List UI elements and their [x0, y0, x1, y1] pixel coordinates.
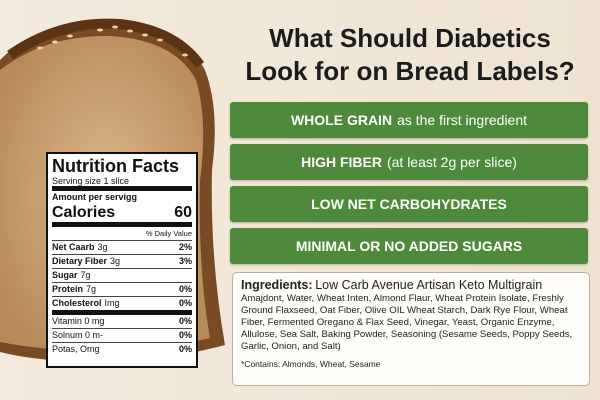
dv-header-text: % Daily Value: [145, 229, 192, 238]
ingredients-box: Ingredients: Low Carb Avenue Artisan Ket…: [232, 272, 590, 386]
nutrient-row: Net Caarb 3g 2%: [52, 240, 192, 254]
nutrient-amount: 7g: [80, 270, 91, 280]
daily-value: 0%: [178, 316, 192, 326]
amount-label: Amount per servigg: [52, 186, 192, 204]
mineral-name: Vitamin 0 mg: [52, 316, 105, 326]
nutrient-amount: Img: [104, 298, 120, 308]
nutrient-amount: 3g: [110, 256, 121, 266]
dv-header: % Daily Value: [52, 222, 192, 240]
tip: LOW NET CARBOHYDRATES: [230, 186, 588, 222]
daily-value: 0%: [178, 344, 192, 354]
tip: MINIMAL OR NO ADDED SUGARS: [230, 228, 588, 264]
nutrient: Protein 7g: [52, 283, 96, 296]
nutrient-name: Protein: [52, 284, 84, 294]
calories-row: Calories 60: [52, 204, 192, 222]
ingredients-list: Amajdont, Water, Wheat Inten, Almond Fla…: [241, 293, 573, 352]
title: What Should Diabetics Look for on Bread …: [230, 22, 590, 88]
mineral-name: Potas, Omg: [52, 344, 100, 354]
daily-value: 0%: [178, 284, 192, 294]
tip-emphasis: HIGH FIBER: [301, 154, 382, 170]
nutrient-row: Dietary Fiber 3g 3%: [52, 254, 192, 268]
nutrient-row: Cholesterol Img 0%: [52, 296, 192, 310]
amount-text: Amount per servigg: [52, 192, 138, 202]
tip: HIGH FIBER (at least 2g per slice): [230, 144, 588, 180]
nutrient: Dietary Fiber 3g: [52, 255, 120, 268]
nutrient-row: Protein 7g 0%: [52, 282, 192, 296]
daily-value: 3%: [178, 256, 192, 266]
calories-label: Calories: [52, 204, 116, 221]
tip: WHOLE GRAIN as the first ingredient: [230, 102, 588, 138]
nutrient: Sugar 7g: [52, 269, 91, 282]
title-line: What Should Diabetics: [269, 23, 551, 53]
ingredients-heading: Ingredients:: [241, 278, 313, 292]
mineral-row: Potas, Omg 0%: [52, 342, 192, 356]
tip-emphasis: MINIMAL OR NO ADDED SUGARS: [295, 238, 523, 254]
tip-text: (at least 2g per slice): [386, 154, 517, 170]
nutrient: Net Caarb 3g: [52, 241, 108, 254]
mineral-row: Vitamin 0 mg 0%: [52, 315, 192, 328]
nutrient-name: Net Caarb: [52, 242, 95, 252]
product-name: Low Carb Avenue Artisan Keto Multigrain: [315, 278, 543, 292]
mineral-name: Solnum 0 m-: [52, 330, 104, 340]
tip-text: as the first ingredient: [397, 112, 528, 128]
daily-value: 0%: [178, 330, 192, 340]
nutrient-amount: 3g: [97, 242, 108, 252]
nutrient-amount: 7g: [86, 284, 97, 294]
allergen-note: *Contains: Almonds, Wheat, Sesame: [241, 359, 381, 369]
nutrient: Cholesterol Img: [52, 297, 120, 310]
nutrient-rows: Net Caarb 3g 2% Dietary Fiber 3g 3% Sugar 7g Pro…: [52, 240, 192, 310]
nutrition-title: Nutrition Facts: [52, 156, 180, 176]
calories-value: 60: [174, 204, 192, 221]
mineral-row: Solnum 0 m- 0%: [52, 328, 192, 342]
daily-value: 0%: [178, 298, 192, 308]
daily-value: 2%: [178, 242, 192, 252]
mineral-rows: Vitamin 0 mg 0% Solnum 0 m- 0% Potas, Omg 0%: [52, 310, 192, 356]
nutrient-name: Cholesterol: [52, 298, 102, 308]
tip-emphasis: WHOLE GRAIN: [290, 112, 393, 128]
tip-emphasis: LOW NET CARBOHYDRATES: [311, 196, 507, 212]
title-line: Look for on Bread Labels?: [245, 56, 575, 86]
nutrient-row: Sugar 7g: [52, 268, 192, 282]
nutrition-label: Nutrition Facts Serving size 1 slice Amo…: [46, 152, 198, 368]
nutrient-name: Sugar: [52, 270, 78, 280]
serving-size: Serving size 1 slice: [52, 176, 130, 186]
nutrient-name: Dietary Fiber: [52, 256, 108, 266]
